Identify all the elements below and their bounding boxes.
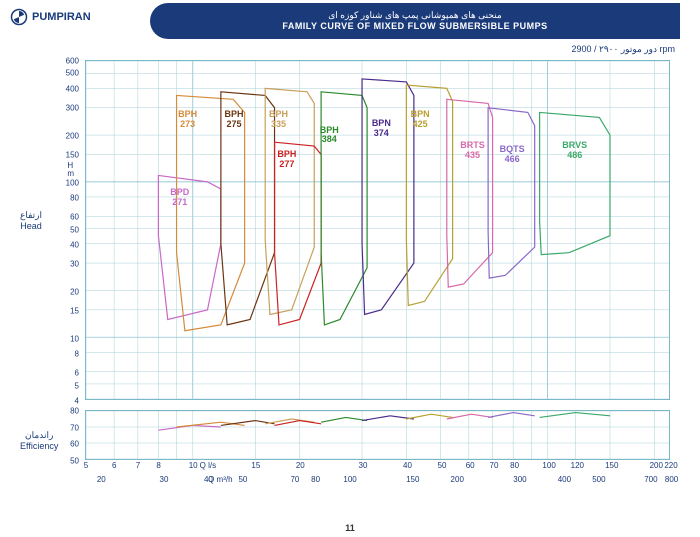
y-label: ارتفاع Head (20, 210, 42, 231)
y-tick: 6 (75, 369, 79, 378)
x-label-ls: Q l/s (200, 461, 216, 470)
x-tick-ls: 30 (359, 461, 368, 470)
x-tick-ls: 10 (189, 461, 198, 470)
series-label-bph384: BPH384 (320, 126, 339, 146)
x-tick-ls: 80 (510, 461, 519, 470)
series-label-bpd271: BPD271 (170, 188, 189, 208)
y-tick: 20 (70, 287, 79, 296)
x-tick-ls: 100 (542, 461, 555, 470)
series-label-bph273: BPH273 (178, 110, 197, 130)
y-tick: 5 (75, 381, 79, 390)
y-unit: Hm (67, 162, 74, 178)
series-label-bpn374: BPN374 (372, 119, 391, 139)
series-label-bpn425: BPN425 (411, 110, 430, 130)
header: PUMPIRAN منحنی های همپوشانی پمپ های شناو… (0, 0, 700, 42)
x-label-m3h: Q m³/h (208, 475, 232, 484)
title-fa: منحنی های همپوشانی پمپ های شناور کوزه ای (328, 10, 502, 21)
x-tick-ls: 220 (664, 461, 677, 470)
x-tick-m3h: 500 (592, 475, 605, 484)
y-tick: 4 (75, 397, 79, 406)
y-tick: 50 (70, 225, 79, 234)
y-tick: 300 (66, 104, 79, 113)
x-tick-ls: 8 (156, 461, 160, 470)
x-tick-ls: 150 (605, 461, 618, 470)
y-tick: 15 (70, 307, 79, 316)
y-tick: 600 (66, 57, 79, 66)
pump-icon (10, 8, 28, 26)
eff-tick: 60 (70, 440, 79, 449)
x-tick-ls: 40 (403, 461, 412, 470)
y-tick: 500 (66, 69, 79, 78)
x-tick-m3h: 300 (513, 475, 526, 484)
x-tick-ls: 15 (251, 461, 260, 470)
eff-tick: 50 (70, 457, 79, 466)
x-tick-ls: 7 (136, 461, 140, 470)
x-tick-ls: 70 (490, 461, 499, 470)
x-tick-m3h: 50 (238, 475, 247, 484)
y-tick: 100 (66, 178, 79, 187)
x-tick-m3h: 20 (97, 475, 106, 484)
chart-area: 4568101520304050608010015020030040050060… (85, 60, 670, 500)
x-tick-ls: 6 (112, 461, 116, 470)
x-tick-m3h: 800 (665, 475, 678, 484)
x-tick-ls: 120 (571, 461, 584, 470)
page-number: 11 (345, 523, 355, 533)
title-banner: منحنی های همپوشانی پمپ های شناور کوزه ای… (150, 3, 680, 39)
y-tick: 40 (70, 240, 79, 249)
y-tick: 150 (66, 151, 79, 160)
y-tick: 10 (70, 334, 79, 343)
y-tick: 400 (66, 84, 79, 93)
head-chart: 4568101520304050608010015020030040050060… (85, 60, 670, 400)
x-tick-m3h: 30 (160, 475, 169, 484)
x-tick-ls: 5 (84, 461, 88, 470)
eff-label: راندمان Efficiency (20, 430, 58, 451)
series-label-brvs486: BRVS486 (562, 141, 587, 161)
head-chart-svg (86, 61, 669, 399)
y-tick: 60 (70, 213, 79, 222)
series-label-bph275: BPH275 (225, 110, 244, 130)
y-tick: 8 (75, 349, 79, 358)
x-tick-ls: 200 (650, 461, 663, 470)
y-tick: 200 (66, 131, 79, 140)
x-tick-ls: 60 (466, 461, 475, 470)
x-axis-m3h: 203040507080100150200300400500700800Q m³… (85, 475, 670, 490)
efficiency-chart-svg (86, 411, 669, 459)
series-label-bqts466: BQTS466 (500, 145, 525, 165)
x-tick-m3h: 400 (558, 475, 571, 484)
eff-tick: 80 (70, 407, 79, 416)
brand-logo: PUMPIRAN (10, 8, 91, 26)
x-tick-ls: 50 (438, 461, 447, 470)
x-tick-m3h: 80 (311, 475, 320, 484)
series-label-bph277: BPH277 (277, 150, 296, 170)
title-en: FAMILY CURVE OF MIXED FLOW SUBMERSIBLE P… (282, 21, 547, 32)
x-tick-m3h: 700 (644, 475, 657, 484)
series-label-brts435: BRTS435 (460, 141, 485, 161)
series-label-bph335: BPH335 (269, 110, 288, 130)
x-tick-m3h: 200 (451, 475, 464, 484)
efficiency-chart: 5060708056781015203040506070801001201502… (85, 410, 670, 460)
x-tick-ls: 20 (296, 461, 305, 470)
x-tick-m3h: 70 (290, 475, 299, 484)
x-tick-m3h: 100 (343, 475, 356, 484)
rpm-label: دور موتور ۲۹۰۰ / 2900 rpm (571, 44, 675, 55)
x-tick-m3h: 150 (406, 475, 419, 484)
eff-tick: 70 (70, 423, 79, 432)
y-tick: 30 (70, 260, 79, 269)
brand-text: PUMPIRAN (32, 11, 91, 23)
y-tick: 80 (70, 193, 79, 202)
